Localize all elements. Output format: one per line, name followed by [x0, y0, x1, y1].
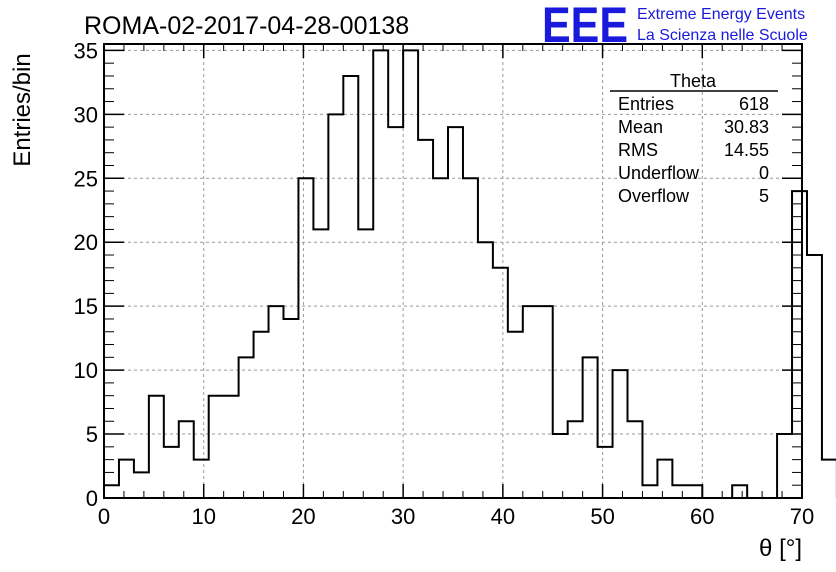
axis-ticks [103, 44, 803, 499]
stats-row-value: 5 [759, 186, 769, 206]
x-tick-label: 30 [391, 504, 415, 529]
stats-box: Theta Entries 618 Mean 30.83 RMS 14.55 Underfl… [610, 71, 778, 206]
stats-row-value: 618 [739, 94, 769, 114]
logo-line-2: La Scienza nelle Scuole [637, 27, 808, 44]
stats-row-value: 30.83 [724, 117, 769, 137]
x-axis-label: θ [°] [759, 535, 802, 562]
y-tick-label: 10 [74, 358, 98, 383]
stats-row-label: Overflow [618, 186, 690, 206]
stats-title: Theta [670, 71, 717, 91]
y-tick-labels: 0 5 10 15 20 25 30 35 [74, 38, 98, 511]
eee-logo: EEE [542, 0, 628, 53]
y-axis-label: Entries/bin [9, 53, 36, 166]
x-tick-label: 60 [690, 504, 714, 529]
y-tick-label: 25 [74, 166, 98, 191]
x-tick-labels: 0 10 20 30 40 50 60 70 [98, 504, 814, 529]
x-tick-label: 0 [98, 504, 110, 529]
stats-row-label: Entries [618, 94, 674, 114]
y-tick-label: 0 [86, 486, 98, 511]
grid-lines [104, 44, 802, 498]
plot-frame [103, 43, 803, 499]
x-tick-label: 10 [191, 504, 215, 529]
y-tick-label: 20 [74, 230, 98, 255]
y-tick-label: 35 [74, 38, 98, 63]
y-tick-label: 30 [74, 102, 98, 127]
logo-line-1: Extreme Energy Events [637, 6, 805, 23]
x-tick-label: 40 [491, 504, 515, 529]
x-tick-label: 70 [790, 504, 814, 529]
stats-row-value: 0 [759, 163, 769, 183]
y-tick-label: 5 [86, 422, 98, 447]
y-tick-label: 15 [74, 294, 98, 319]
stats-row-label: RMS [618, 140, 658, 160]
stats-row-label: Underflow [618, 163, 700, 183]
x-tick-label: 20 [291, 504, 315, 529]
run-title: ROMA-02-2017-04-28-00138 [84, 12, 409, 40]
x-tick-label: 50 [590, 504, 614, 529]
stats-row-label: Mean [618, 117, 663, 137]
stats-row-value: 14.55 [724, 140, 769, 160]
